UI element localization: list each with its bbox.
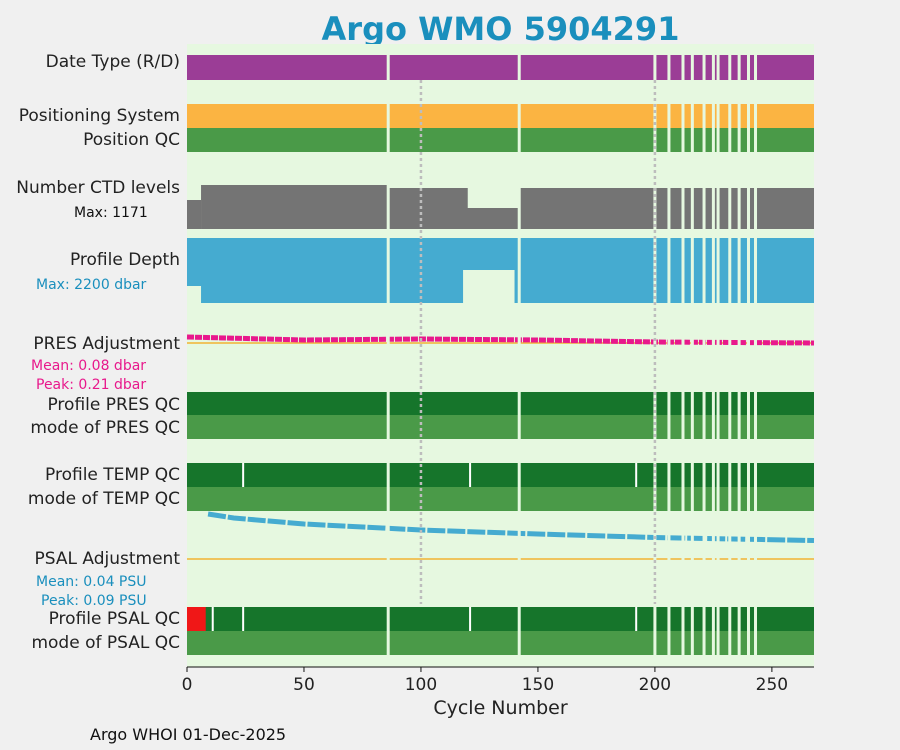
pres-adjustment-series: [186, 334, 815, 346]
psal-qc-bad-block: [187, 607, 206, 631]
x-tick-label-0: 0: [181, 675, 193, 695]
pres-mean-label: Mean: 0.08 dbar: [31, 358, 147, 374]
positioning-label: Positioning System: [18, 106, 180, 126]
ctd-levels-dip-gap: [467, 188, 520, 206]
profile-psal-qc-band: [187, 607, 814, 631]
missing-cycle-232: [728, 44, 732, 667]
profile-pres-qc-band: [187, 392, 814, 415]
missing-cycle-216: [690, 44, 694, 667]
psal-qc-flag-11: [211, 607, 214, 631]
psal-qc-flag-24: [242, 607, 245, 631]
missing-cycle-227: [716, 44, 720, 667]
x-tick-label-250: 250: [755, 675, 789, 695]
depth-dip-gap: [463, 270, 515, 303]
date-type-label: Date Type (R/D): [45, 52, 180, 72]
mode-psal-qc-label: mode of PSAL QC: [31, 633, 180, 653]
pres-peak-label: Peak: 0.21 dbar: [36, 377, 147, 393]
psal-qc-flag-121: [469, 607, 472, 631]
missing-cycle-86: [386, 44, 390, 667]
pres-adj-label: PRES Adjustment: [33, 334, 180, 354]
footer-credit: Argo WHOI 01-Dec-2025: [90, 725, 287, 744]
temp-qc-flag-121: [469, 463, 472, 487]
missing-cycle-200: [653, 44, 657, 667]
depth-start-gap: [187, 286, 202, 303]
psal-qc-flag-192: [635, 607, 638, 631]
temp-qc-flag-192: [635, 463, 638, 487]
depth-max-label: Max: 2200 dbar: [36, 277, 147, 293]
ctd-levels-label: Number CTD levels: [16, 178, 180, 198]
missing-cycle-206: [667, 44, 671, 667]
profile-temp-qc-label: Profile TEMP QC: [45, 465, 180, 485]
mode-pres-qc-label: mode of PRES QC: [30, 418, 180, 438]
ctd-max-label: Max: 1171: [74, 205, 148, 221]
missing-cycle-221: [702, 44, 706, 667]
missing-cycle-142: [517, 44, 521, 667]
missing-cycle-225: [711, 44, 715, 667]
x-tick-label-100: 100: [404, 675, 438, 695]
profile-psal-qc-label: Profile PSAL QC: [48, 609, 180, 629]
x-tick-label-50: 50: [293, 675, 315, 695]
mode-temp-qc-band: [187, 487, 814, 511]
profile-pres-qc-label: Profile PRES QC: [47, 395, 180, 415]
mode-pres-qc-band: [187, 415, 814, 439]
position-qc-label: Position QC: [83, 130, 180, 150]
ctd-levels-ragged-top: [201, 185, 389, 188]
x-axis-label: Cycle Number: [433, 697, 568, 719]
missing-cycle-236: [737, 44, 741, 667]
profile-temp-qc-band: [187, 463, 814, 487]
missing-cycle-212: [681, 44, 685, 667]
missing-cycle-240: [746, 44, 750, 667]
position-qc-band: [187, 128, 814, 152]
psal-adj-label: PSAL Adjustment: [34, 549, 180, 569]
psal-mean-label: Mean: 0.04 PSU: [36, 574, 147, 590]
date-type-band: [187, 55, 814, 80]
positioning-band: [187, 104, 814, 128]
missing-cycle-243: [754, 44, 758, 667]
ctd-levels-start: [187, 200, 202, 229]
mode-psal-qc-band: [187, 631, 814, 655]
x-tick-label-200: 200: [638, 675, 672, 695]
chart-title: Argo WMO 5904291: [321, 10, 680, 48]
temp-qc-flag-24: [242, 463, 245, 487]
ctd-levels-dip: [467, 206, 520, 208]
psal-peak-label: Peak: 0.09 PSU: [41, 593, 147, 609]
mode-temp-qc-label: mode of TEMP QC: [27, 489, 180, 509]
x-tick-label-150: 150: [521, 675, 555, 695]
profile-depth-label: Profile Depth: [69, 250, 180, 270]
